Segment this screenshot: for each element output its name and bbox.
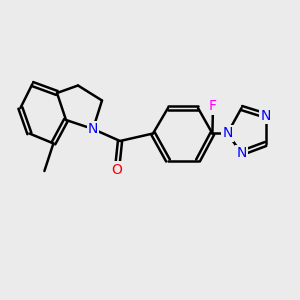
Text: N: N (236, 146, 247, 160)
Text: N: N (88, 122, 98, 136)
Text: F: F (209, 100, 217, 113)
Text: N: N (260, 109, 271, 122)
Text: N: N (222, 127, 233, 140)
Text: O: O (112, 163, 122, 176)
